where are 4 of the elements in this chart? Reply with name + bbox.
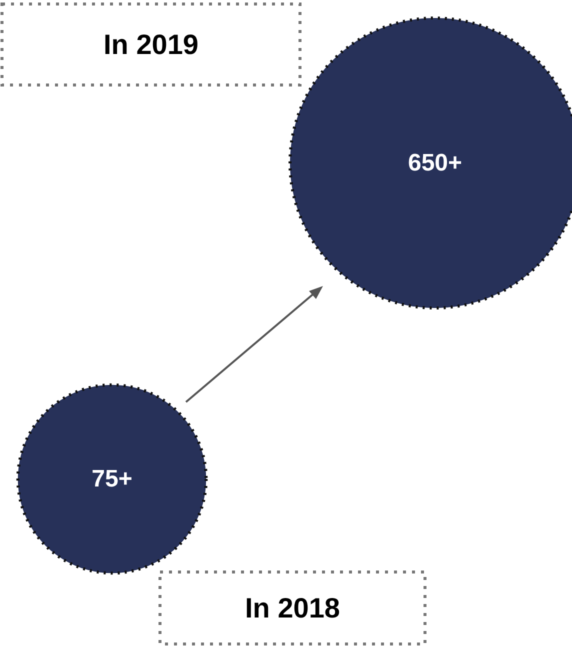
category-label: In 2018 <box>245 592 340 624</box>
data-label: 75+ <box>92 466 132 492</box>
category-label: In 2019 <box>104 29 198 60</box>
data-label: 650+ <box>408 150 462 176</box>
